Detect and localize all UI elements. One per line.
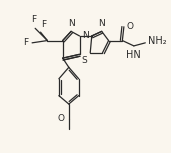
Text: S: S bbox=[81, 56, 87, 65]
Text: N: N bbox=[83, 32, 89, 40]
Text: O: O bbox=[126, 22, 133, 30]
Text: O: O bbox=[58, 114, 65, 123]
Text: NH₂: NH₂ bbox=[148, 35, 167, 46]
Text: F: F bbox=[41, 20, 46, 29]
Text: F: F bbox=[31, 15, 36, 24]
Text: F: F bbox=[23, 38, 28, 47]
Text: HN: HN bbox=[126, 50, 140, 60]
Text: N: N bbox=[68, 19, 75, 28]
Text: N: N bbox=[98, 19, 105, 28]
